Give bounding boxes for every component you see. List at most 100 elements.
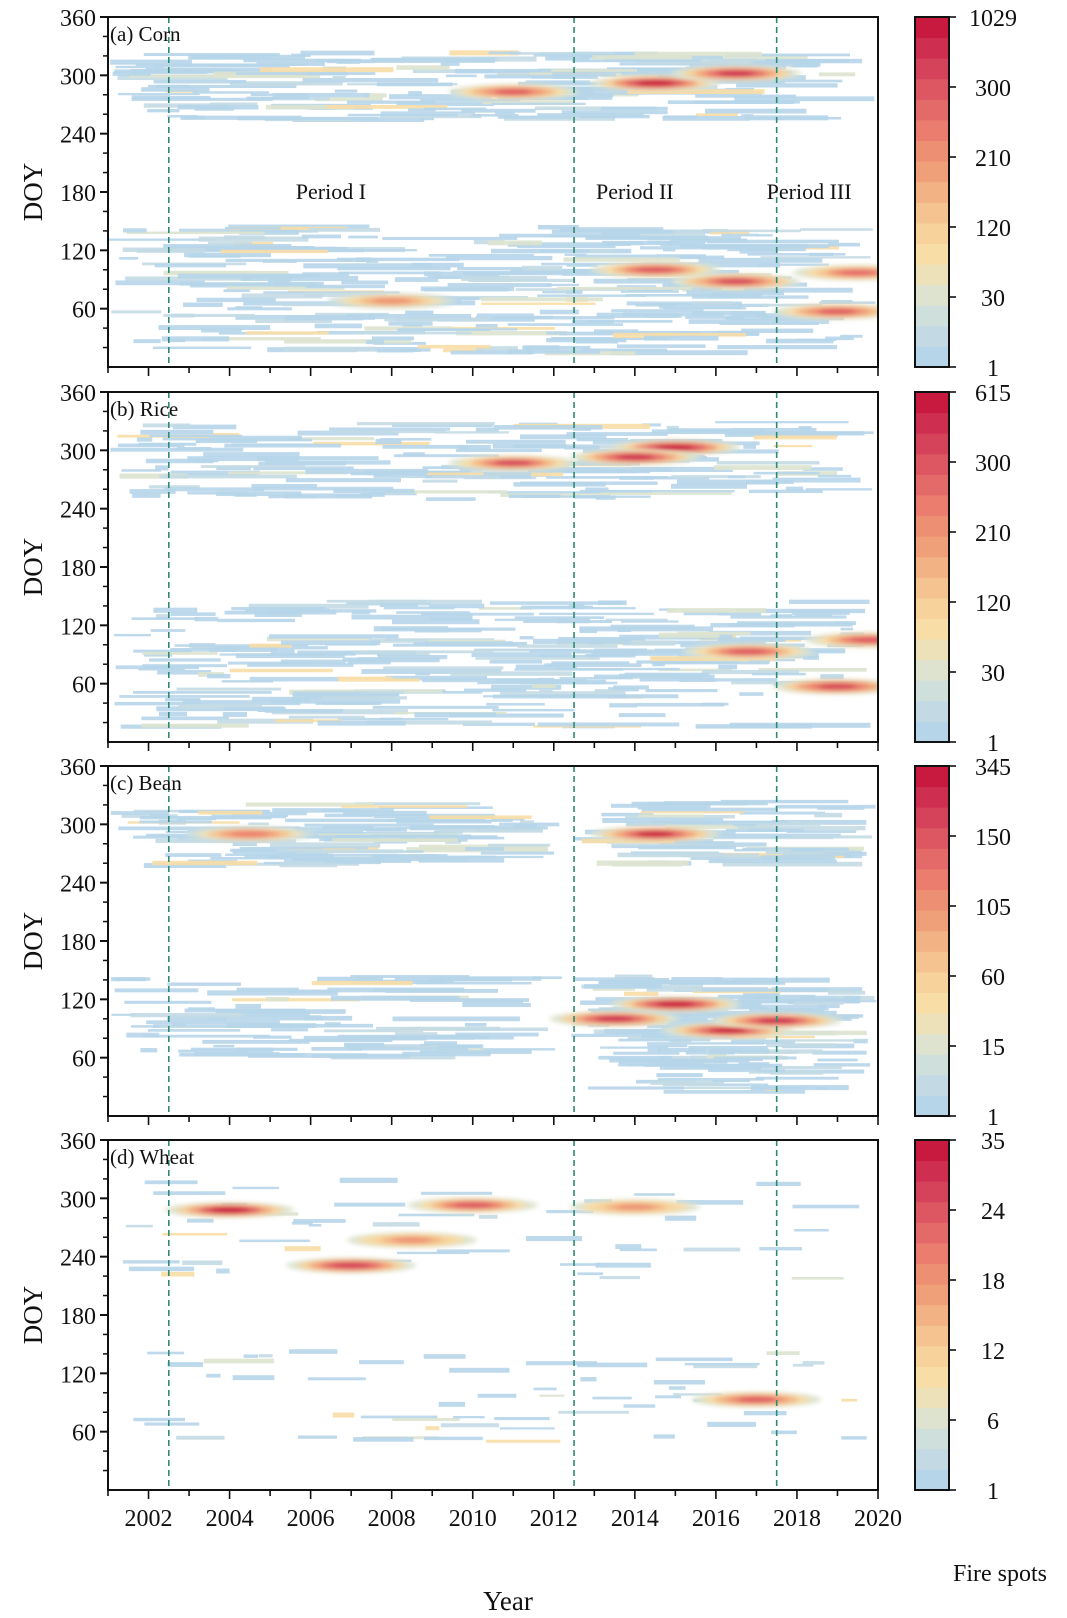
background-cell — [789, 599, 870, 604]
background-cell — [376, 1026, 501, 1031]
background-cell — [341, 805, 468, 808]
background-cell — [239, 229, 299, 235]
background-cell — [679, 245, 783, 248]
background-cell — [322, 826, 374, 830]
background-cell — [354, 347, 431, 352]
colorbar-segment — [915, 618, 949, 640]
hotspot-cell — [736, 1396, 776, 1403]
background-cell — [779, 1039, 864, 1042]
background-cell — [747, 253, 846, 256]
background-cell — [574, 254, 657, 259]
background-cell — [738, 998, 861, 1004]
background-cell — [210, 856, 287, 860]
background-cell — [264, 460, 391, 465]
hotspot-cell — [210, 1207, 250, 1213]
y-tick-label: 180 — [60, 181, 96, 207]
background-cell — [676, 479, 780, 485]
y-tick-label: 120 — [60, 988, 96, 1014]
hotspot — [671, 273, 801, 290]
background-cell — [267, 278, 291, 284]
background-cell — [376, 82, 453, 87]
background-cell — [761, 303, 823, 307]
y-tick-label: 300 — [60, 439, 96, 465]
background-cell — [423, 287, 509, 292]
background-cell — [342, 657, 440, 663]
background-cell — [315, 97, 383, 102]
background-cell — [450, 350, 534, 355]
background-cell — [111, 310, 162, 314]
background-cell — [297, 1435, 337, 1439]
background-cell — [546, 283, 579, 287]
colorbar-segment — [915, 786, 949, 808]
background-cell — [150, 629, 186, 632]
background-cell — [462, 826, 548, 830]
y-tick-label: 240 — [60, 872, 96, 898]
background-cell — [579, 114, 650, 119]
background-cell — [514, 616, 605, 619]
background-cell — [373, 841, 408, 844]
x-tick-label: 2014 — [611, 1506, 659, 1532]
background-cell — [614, 974, 653, 979]
background-cell — [671, 475, 761, 479]
background-cell — [111, 977, 146, 982]
background-cell — [155, 465, 169, 471]
background-cell — [136, 248, 205, 253]
heatmap-panel-4: 60 120 180 240 300 360 2002 2004 2006 2008 2010 201… — [18, 1129, 1005, 1532]
background-cell — [802, 467, 843, 471]
background-cell — [475, 315, 554, 319]
background-cell — [667, 100, 795, 105]
background-cell — [291, 1221, 313, 1225]
background-cell — [659, 1066, 762, 1070]
background-cell — [302, 78, 439, 83]
colorbar-segment — [915, 971, 949, 993]
hotspot-cell — [493, 89, 533, 95]
background-cell — [160, 95, 211, 100]
background-cell — [522, 345, 591, 350]
background-cell — [141, 87, 210, 92]
background-cell — [841, 1398, 858, 1402]
background-cell — [173, 424, 237, 430]
background-cell — [178, 704, 263, 710]
hotspot — [164, 1202, 295, 1218]
colorbar-frame — [914, 1139, 950, 1491]
background-cell — [687, 1083, 769, 1087]
background-cell — [491, 684, 562, 690]
colorbar-segment — [915, 577, 949, 599]
background-cell — [286, 249, 417, 252]
background-cell — [422, 479, 458, 483]
background-cell — [155, 84, 297, 89]
background-cell — [353, 331, 472, 335]
colorbar-segment — [915, 992, 949, 1014]
colorbar-segment — [915, 119, 949, 142]
background-cell — [626, 301, 742, 306]
background-cell — [356, 422, 495, 426]
background-cell — [108, 238, 215, 241]
colorbar-segment — [915, 392, 949, 414]
background-cell — [176, 687, 281, 691]
y-tick-label: 360 — [60, 755, 96, 781]
background-cell — [463, 722, 535, 726]
background-cell — [461, 108, 536, 113]
background-cell — [529, 72, 553, 75]
background-cell — [177, 104, 259, 110]
background-cell — [716, 461, 820, 465]
background-cell — [333, 488, 415, 494]
background-cell — [546, 1210, 594, 1214]
background-cell — [329, 427, 451, 431]
colorbar-label: Fire spots — [953, 1561, 1047, 1587]
background-cell — [384, 318, 488, 322]
background-cell — [360, 690, 405, 694]
background-cell — [384, 638, 495, 641]
background-cell — [360, 1415, 438, 1419]
background-cell — [477, 1393, 517, 1398]
background-cell — [521, 265, 563, 271]
colorbar-tick-label: 300 — [975, 76, 1011, 102]
background-cell — [492, 443, 567, 449]
background-cell — [247, 663, 354, 667]
background-cell — [144, 1180, 198, 1185]
background-cell — [713, 465, 812, 470]
background-cell — [392, 1418, 460, 1421]
background-cell — [743, 993, 780, 999]
background-cell — [291, 696, 311, 700]
background-cell — [593, 674, 715, 679]
